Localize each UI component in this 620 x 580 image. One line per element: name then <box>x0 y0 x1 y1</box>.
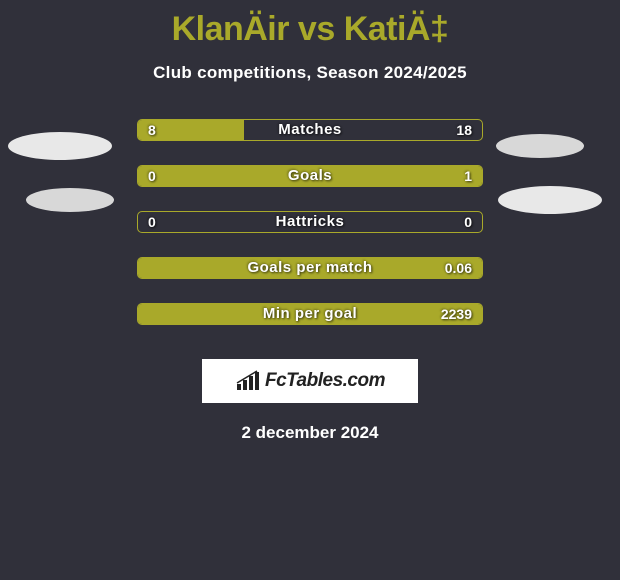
footer-date: 2 december 2024 <box>0 423 620 443</box>
bars-icon <box>235 370 261 392</box>
metric-row: 01Goals <box>0 161 620 207</box>
metric-row: 00Hattricks <box>0 207 620 253</box>
logo-text: FcTables.com <box>265 370 385 392</box>
comparison-chart: 818Matches01Goals00Hattricks0.06Goals pe… <box>0 115 620 345</box>
metric-row: 0.06Goals per match <box>0 253 620 299</box>
metric-label: Goals per match <box>137 257 483 279</box>
metric-label: Matches <box>137 119 483 141</box>
metric-label: Min per goal <box>137 303 483 325</box>
source-logo: FcTables.com <box>202 359 418 403</box>
metric-row: 818Matches <box>0 115 620 161</box>
metric-row: 2239Min per goal <box>0 299 620 345</box>
subtitle: Club competitions, Season 2024/2025 <box>0 63 620 83</box>
metric-label: Hattricks <box>137 211 483 233</box>
metric-label: Goals <box>137 165 483 187</box>
page-title: KlanÄir vs KatiÄ‡ <box>0 0 620 49</box>
